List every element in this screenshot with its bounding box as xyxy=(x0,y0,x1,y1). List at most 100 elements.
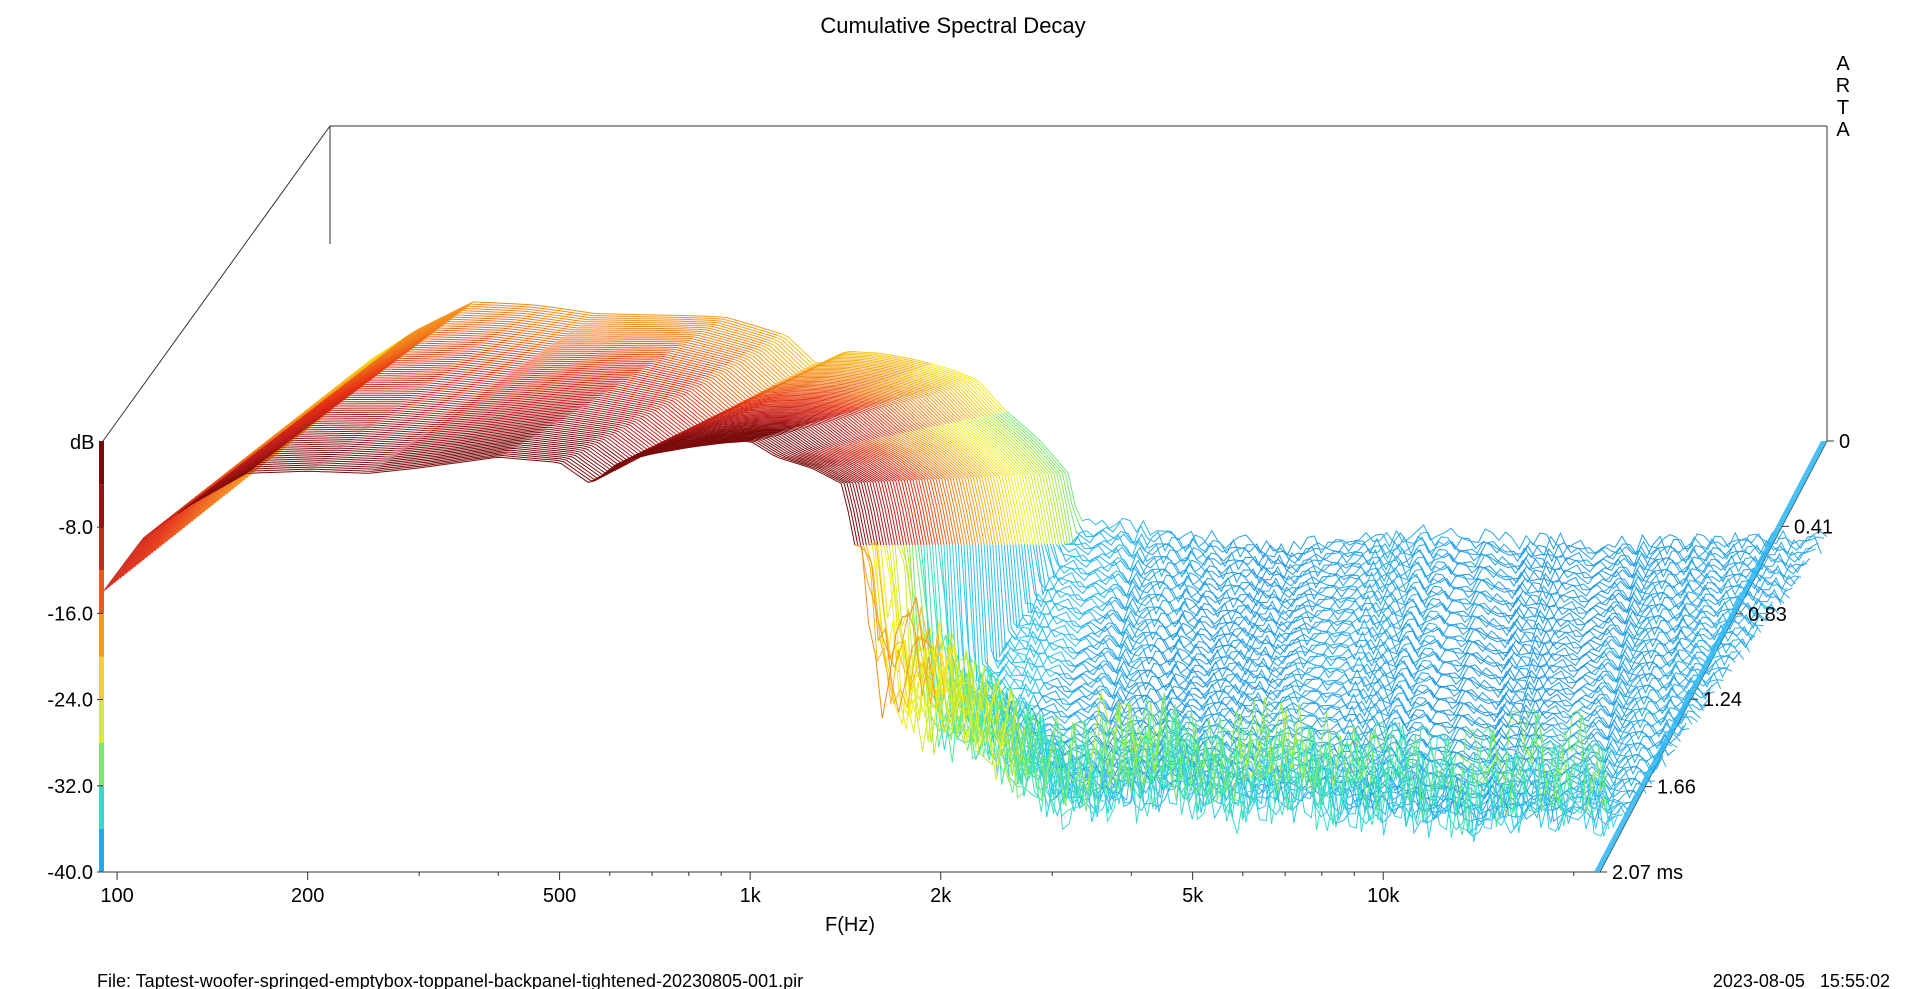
slice-line xyxy=(1339,586,1416,609)
slice-line xyxy=(850,354,926,367)
slice-line xyxy=(738,431,815,452)
slice-line xyxy=(483,359,559,365)
slice-line xyxy=(1296,650,1373,669)
slice-line xyxy=(331,467,407,472)
slice-line xyxy=(1313,625,1390,644)
slice-line xyxy=(674,335,750,353)
slice-line xyxy=(484,453,560,460)
slice-line xyxy=(616,323,692,326)
slice-line xyxy=(1041,544,1118,595)
slice-line xyxy=(1738,552,1807,575)
slice-line xyxy=(570,353,646,357)
slice-line xyxy=(529,326,605,333)
slice-line xyxy=(310,428,387,431)
slice-line xyxy=(527,381,603,386)
footer-timestamp: 2023-08-05 15:55:02 xyxy=(1713,971,1890,989)
slice-line xyxy=(1079,634,1155,651)
slice-line xyxy=(1625,608,1702,628)
slice-line xyxy=(1137,667,1214,687)
slice-line xyxy=(1596,547,1673,571)
slice-line xyxy=(1253,707,1329,729)
slice-line xyxy=(472,415,548,423)
slice-line xyxy=(475,365,551,371)
slice-line xyxy=(1642,584,1719,605)
slice-line xyxy=(290,388,366,427)
slice-line xyxy=(1322,733,1399,820)
slice-line xyxy=(1469,621,1546,643)
slice-line xyxy=(822,448,899,546)
slice-line xyxy=(894,545,971,752)
slice-line xyxy=(611,375,687,388)
slice-line xyxy=(399,305,475,343)
slice-line xyxy=(1082,632,1159,654)
slice-line xyxy=(816,370,892,379)
slice-line xyxy=(772,389,849,395)
slice-line xyxy=(1382,524,1459,548)
slice-line xyxy=(1456,709,1533,787)
slice-line xyxy=(1476,749,1553,835)
slice-line xyxy=(541,317,617,325)
slice-line xyxy=(1651,572,1728,593)
slice-line xyxy=(1452,649,1529,667)
slice-line xyxy=(885,379,962,422)
slice-line xyxy=(882,436,959,545)
slice-line xyxy=(1657,665,1727,686)
slice-line xyxy=(1645,581,1722,602)
slice-line xyxy=(1545,743,1615,837)
slice-line xyxy=(298,381,375,421)
slice-line xyxy=(1270,586,1346,604)
slice-line xyxy=(1489,592,1566,612)
slice-line xyxy=(388,427,465,432)
slice-line xyxy=(468,310,545,317)
slice-line xyxy=(425,342,502,348)
slice-line xyxy=(293,441,369,444)
slice-line xyxy=(402,360,479,365)
slice-line xyxy=(510,392,586,398)
slice-line xyxy=(663,432,740,444)
slice-line xyxy=(1666,556,1742,573)
slice-line xyxy=(1042,714,1119,818)
slice-line xyxy=(385,429,462,434)
slice-line xyxy=(853,352,929,366)
slice-line xyxy=(764,422,841,447)
slice-line xyxy=(371,383,447,388)
slice-line xyxy=(562,405,638,416)
slice-line xyxy=(1307,533,1383,555)
slice-line xyxy=(524,428,601,437)
slice-line xyxy=(1258,596,1334,622)
slice-line xyxy=(1478,609,1554,631)
slice-line xyxy=(471,308,548,315)
slice-line xyxy=(888,378,964,421)
slice-line xyxy=(1548,714,1625,732)
slice-line xyxy=(937,425,1014,545)
slice-line xyxy=(1568,686,1645,712)
slice-line xyxy=(1718,583,1788,603)
slice-line xyxy=(415,452,491,463)
slice-line xyxy=(770,391,846,396)
slice-line xyxy=(255,414,331,454)
slice-line xyxy=(737,357,814,387)
slice-line xyxy=(1534,709,1604,812)
slice-line xyxy=(992,414,1069,545)
slice-line xyxy=(980,544,1057,678)
slice-line xyxy=(1388,622,1465,642)
color-scale-step xyxy=(99,742,104,786)
slice-line xyxy=(1544,626,1621,643)
slice-line xyxy=(862,388,939,427)
slice-line xyxy=(836,445,913,546)
slice-line xyxy=(348,401,424,404)
slice-line xyxy=(1557,774,1627,826)
slice-line xyxy=(393,310,469,347)
slice-line xyxy=(1631,602,1708,619)
slice-line xyxy=(1423,576,1499,593)
slice-line xyxy=(1392,721,1469,832)
slice-line xyxy=(1529,535,1606,561)
slice-line xyxy=(339,407,415,411)
slice-line xyxy=(1527,646,1604,667)
slice-line xyxy=(1044,681,1121,700)
slice-line xyxy=(434,394,511,400)
slice-line xyxy=(769,339,845,370)
slice-line xyxy=(564,357,640,361)
slice-line xyxy=(608,377,684,390)
